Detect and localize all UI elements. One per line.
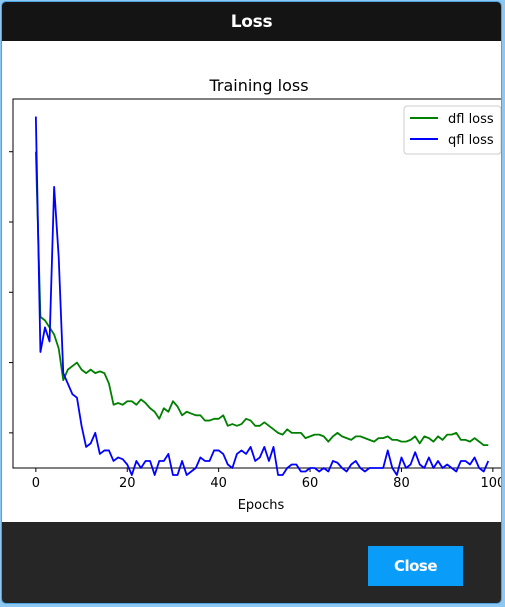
x-tick-label: 100	[480, 476, 502, 491]
dialog-content: Training loss 0 20 40 60 80 100 Epochs dfl lo…	[2, 41, 501, 522]
x-axis-ticks: 0 20 40 60 80 100	[32, 468, 502, 491]
x-tick-label: 40	[210, 476, 227, 491]
legend: dfl loss qfl loss	[403, 105, 501, 155]
close-button[interactable]: Close	[368, 546, 463, 586]
x-tick-label: 0	[32, 476, 40, 491]
series-line-qfl-loss	[34, 116, 490, 476]
legend-label-dfl: dfl loss	[448, 112, 494, 127]
dialog-titlebar: Loss	[2, 2, 501, 41]
x-tick-label: 80	[393, 476, 410, 491]
dialog-title: Loss	[230, 11, 273, 32]
x-tick-label: 20	[119, 476, 136, 491]
x-tick-label: 60	[302, 476, 319, 491]
dialog-footer: Close	[2, 522, 501, 603]
series-lines	[34, 116, 490, 476]
plot-area	[12, 98, 501, 469]
legend-label-qfl: qfl loss	[448, 133, 494, 148]
chart-title: Training loss	[208, 76, 308, 95]
loss-chart: Training loss 0 20 40 60 80 100 Epochs dfl lo…	[9, 76, 502, 513]
x-axis-label: Epochs	[238, 498, 285, 513]
y-axis-ticks	[9, 151, 13, 434]
series-line-dfl-loss	[34, 151, 489, 447]
